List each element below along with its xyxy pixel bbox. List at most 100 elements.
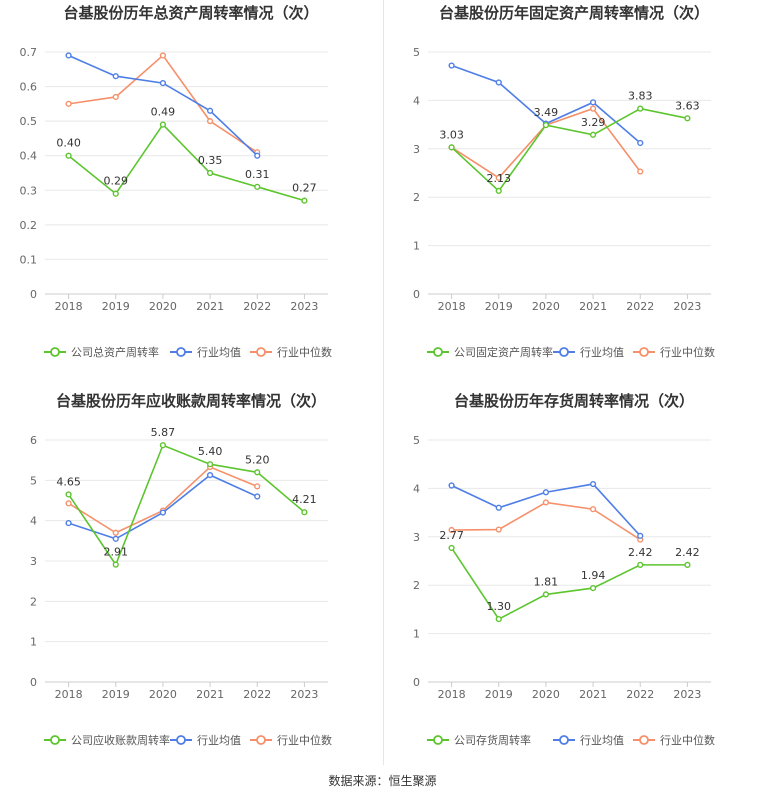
data-point-company <box>495 187 502 195</box>
y-tick-label: 4 <box>30 515 37 528</box>
x-tick-label: 2018 <box>55 688 83 701</box>
data-point-company <box>542 591 550 598</box>
data-point-industry-avg <box>637 139 644 147</box>
y-tick-label: 0.6 <box>20 81 38 94</box>
y-tick-label: 1 <box>30 636 37 649</box>
legend-item-company[interactable]: 公司应收账款周转率 <box>44 733 170 747</box>
legend-marker <box>50 735 60 745</box>
x-tick-label: 2018 <box>55 300 83 313</box>
legend-item-industry-median[interactable]: 行业中位数 <box>633 345 715 359</box>
data-point-company <box>65 491 72 498</box>
y-tick-label: 5 <box>413 46 420 59</box>
data-point-industry-avg <box>495 79 502 86</box>
y-tick-label: 0.4 <box>20 150 38 163</box>
series-line-company <box>68 123 305 202</box>
data-point-company <box>65 152 72 159</box>
data-point-industry-avg <box>65 519 72 527</box>
legend-item-industry-avg[interactable]: 行业均值 <box>553 346 624 359</box>
data-label: 2.13 <box>487 172 512 185</box>
chart-title: 台基股份历年应收账款周转率情况（次） <box>56 392 326 410</box>
data-label: 3.03 <box>439 128 464 141</box>
legend-label: 行业均值 <box>580 734 624 747</box>
data-point-company <box>254 183 261 190</box>
data-point-industry-avg <box>542 489 550 496</box>
series-line-company <box>451 107 688 193</box>
x-tick-label: 2019 <box>102 300 130 313</box>
data-point-company <box>684 115 691 122</box>
data-label: 3.49 <box>534 106 559 119</box>
legend-item-industry-median[interactable]: 行业中位数 <box>250 733 332 747</box>
data-label: 4.65 <box>56 475 81 488</box>
data-point-company <box>637 105 644 112</box>
data-point-industry-median <box>65 100 72 107</box>
data-label: 0.35 <box>198 154 223 167</box>
legend-item-industry-avg[interactable]: 行业均值 <box>170 734 241 747</box>
y-tick-label: 1 <box>413 240 420 253</box>
y-tick-label: 0 <box>30 676 37 689</box>
legend-marker <box>176 735 186 745</box>
legend-label: 行业中位数 <box>660 345 715 359</box>
legend-label: 行业均值 <box>580 346 624 359</box>
y-tick-label: 0.1 <box>20 253 38 266</box>
legend-label: 行业均值 <box>197 346 241 359</box>
series-line-industry-avg <box>451 64 641 144</box>
data-point-company <box>448 144 455 151</box>
data-point-company <box>589 131 597 138</box>
legend-item-industry-median[interactable]: 行业中位数 <box>633 733 715 747</box>
y-tick-label: 0 <box>413 288 420 301</box>
data-point-industry-median <box>65 500 72 507</box>
data-point-industry-avg <box>159 80 167 87</box>
series-line-company <box>450 547 688 621</box>
data-point-industry-avg <box>448 62 455 69</box>
data-point-company <box>159 442 167 449</box>
x-tick-label: 2020 <box>149 688 177 701</box>
data-label: 3.63 <box>675 99 700 112</box>
legend-label: 公司存货周转率 <box>454 733 531 747</box>
x-tick-label: 2023 <box>673 300 701 313</box>
data-label: 4.21 <box>292 493 317 506</box>
data-point-industry-median <box>254 483 261 490</box>
data-label: 0.40 <box>56 137 81 150</box>
legend-item-industry-median[interactable]: 行业中位数 <box>250 345 332 359</box>
data-point-industry-avg <box>448 482 455 489</box>
data-point-industry-median <box>448 526 455 534</box>
data-point-industry-median <box>589 105 597 112</box>
data-point-industry-avg <box>589 480 597 488</box>
legend-item-industry-avg[interactable]: 行业均值 <box>170 346 241 359</box>
legend-label: 公司应收账款周转率 <box>71 733 170 747</box>
data-label: 5.87 <box>151 426 176 439</box>
y-tick-label: 0.5 <box>20 115 38 128</box>
x-tick-label: 2019 <box>485 300 513 313</box>
legend-label: 行业中位数 <box>277 345 332 359</box>
data-point-industry-avg <box>254 152 261 159</box>
legend-item-company[interactable]: 公司总资产周转率 <box>44 345 159 359</box>
legend-marker <box>559 735 569 745</box>
receivables-turnover-svg: 台基股份历年应收账款周转率情况（次） 0 1 2 3 4 5 6 2018 2019 2020 202… <box>30 392 332 747</box>
inventory-turnover-svg: 台基股份历年存货周转率情况（次） 0 1 2 3 4 5 2018 2019 2020 2021 20… <box>413 392 715 747</box>
data-point-company <box>112 190 119 197</box>
legend-marker <box>256 347 266 357</box>
y-tick-label: 2 <box>413 191 420 204</box>
legend-label: 行业中位数 <box>660 733 715 747</box>
y-tick-label: 6 <box>30 434 37 447</box>
receivables-turnover-chart: 台基股份历年应收账款周转率情况（次） 0 1 2 3 4 5 6 2018 2019 2020 202… <box>0 388 382 773</box>
legend-marker <box>639 735 649 745</box>
data-point-industry-median <box>495 526 502 533</box>
legend-marker <box>50 347 60 357</box>
panel-divider <box>383 0 384 765</box>
x-tick-label: 2023 <box>290 688 318 701</box>
data-label: 1.30 <box>487 600 512 613</box>
x-tick-label: 2018 <box>438 688 466 701</box>
data-point-industry-median <box>637 168 644 175</box>
x-tick-label: 2022 <box>243 688 271 701</box>
data-label: 0.27 <box>292 182 317 195</box>
legend-item-company[interactable]: 公司固定资产周转率 <box>427 345 553 359</box>
inventory-turnover-chart: 台基股份历年存货周转率情况（次） 0 1 2 3 4 5 2018 2019 2020 2021 20… <box>383 388 765 773</box>
legend-item-industry-avg[interactable]: 行业均值 <box>553 734 624 747</box>
legend-label: 公司固定资产周转率 <box>454 345 553 359</box>
legend-item-company[interactable]: 公司存货周转率 <box>427 733 531 747</box>
chart-title: 台基股份历年固定资产周转率情况（次） <box>439 4 709 22</box>
data-point-company <box>495 615 502 623</box>
y-tick-label: 3 <box>30 555 37 568</box>
data-point-industry-avg <box>254 493 261 500</box>
